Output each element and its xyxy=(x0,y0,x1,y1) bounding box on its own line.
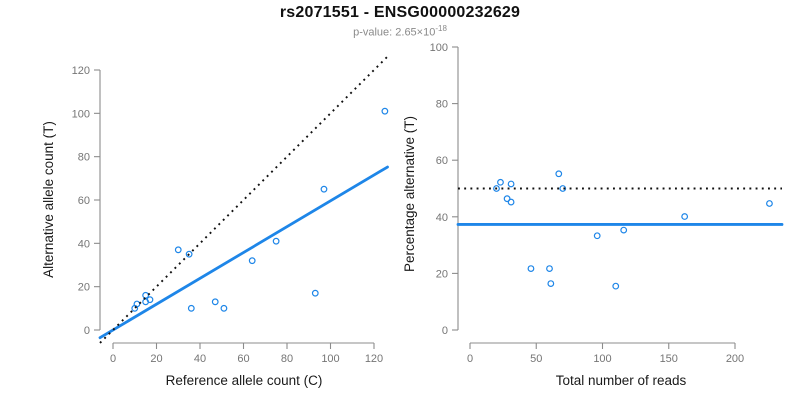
x-tick-label: 100 xyxy=(321,353,339,365)
scatter-point xyxy=(547,280,555,287)
scatter-point xyxy=(493,185,500,192)
scatter-point xyxy=(320,185,328,193)
scatter-point xyxy=(211,298,219,306)
scatter-point xyxy=(507,198,515,206)
scatter-point xyxy=(507,180,515,188)
x-tick-label: 120 xyxy=(365,353,383,365)
scatter-point xyxy=(185,250,193,258)
scatter-point xyxy=(620,226,628,234)
scatter-point xyxy=(497,178,504,186)
x-tick-label: 80 xyxy=(281,353,293,365)
y-tick-label: 100 xyxy=(72,108,90,120)
scatter-point xyxy=(272,237,280,245)
y-tick-label: 20 xyxy=(78,282,90,294)
scatter-point xyxy=(248,257,256,265)
fit-line xyxy=(98,165,389,340)
y-tick-label: 80 xyxy=(436,99,448,111)
x-tick-label: 0 xyxy=(467,353,473,365)
scatter-point xyxy=(559,185,567,192)
scatter-point xyxy=(381,107,389,115)
scatter-point xyxy=(503,195,511,203)
scatter-point xyxy=(187,304,195,312)
x-axis-title: Total number of reads xyxy=(556,373,687,388)
y-tick-label: 40 xyxy=(78,238,90,250)
scatter-point xyxy=(142,291,150,299)
y-tick-label: 60 xyxy=(436,155,448,167)
scatter-point xyxy=(311,289,319,297)
scatter-point xyxy=(681,213,689,220)
x-tick-label: 20 xyxy=(150,353,162,365)
y-tick-label: 80 xyxy=(78,152,90,164)
scatter-point xyxy=(146,296,154,304)
x-tick-label: 150 xyxy=(660,353,678,365)
x-tick-label: 50 xyxy=(530,353,542,365)
y-tick-label: 0 xyxy=(84,325,90,337)
x-tick-label: 200 xyxy=(726,353,744,365)
x-tick-label: 100 xyxy=(593,353,611,365)
left-plot: 0 20 40 60 80 100 120 0 20 40 60 80 100 120 Reference … xyxy=(41,55,389,388)
x-tick-label: 60 xyxy=(237,353,249,365)
y-axis-title: Alternative allele count (T) xyxy=(41,121,56,278)
scatter-point xyxy=(612,282,620,290)
x-axis-title: Reference allele count (C) xyxy=(166,373,323,388)
scatter-point xyxy=(527,265,535,272)
scatter-point xyxy=(133,300,141,308)
y-tick-label: 120 xyxy=(72,65,90,77)
y-axis-title: Percentage alternative (T) xyxy=(402,116,417,272)
x-tick-label: 0 xyxy=(110,353,116,365)
y-tick-label: 100 xyxy=(430,42,448,54)
scatter-point xyxy=(555,170,563,178)
scatter-point xyxy=(220,304,228,312)
y-tick-label: 0 xyxy=(442,325,448,337)
y-tick-label: 60 xyxy=(78,195,90,207)
scatter-point xyxy=(174,246,182,254)
y-tick-label: 20 xyxy=(436,268,448,280)
scatter-point xyxy=(546,265,553,272)
x-tick-label: 40 xyxy=(194,353,206,365)
scatter-point xyxy=(766,200,773,207)
y-tick-label: 40 xyxy=(436,212,448,224)
right-plot: 0 20 40 60 80 100 0 50 100 150 200 Total number of … xyxy=(402,42,784,388)
scatter-point xyxy=(593,232,601,240)
